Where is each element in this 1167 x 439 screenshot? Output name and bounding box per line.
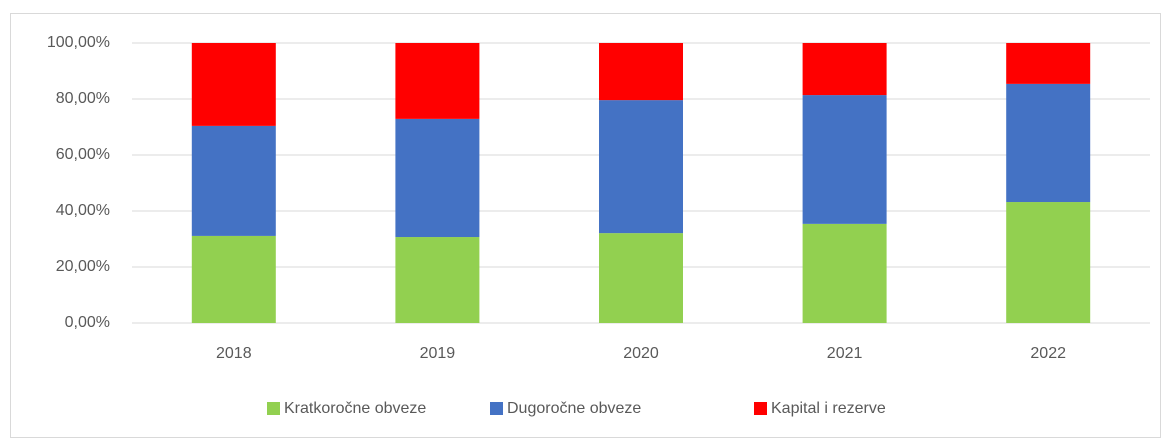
legend-swatch <box>490 402 503 415</box>
bar-segment <box>1006 83 1091 203</box>
bar-segment <box>1006 43 1091 84</box>
x-tick-label: 2022 <box>1030 345 1066 362</box>
bar-segment <box>1006 202 1091 323</box>
x-tick-label: 2018 <box>216 345 252 362</box>
legend-label: Dugoročne obveze <box>507 400 641 417</box>
bar-segment <box>191 43 276 126</box>
x-tick-label: 2019 <box>420 345 456 362</box>
bar-segment <box>395 118 480 238</box>
bar-segment <box>802 43 887 96</box>
bar-segment <box>395 237 480 323</box>
bar-segment <box>191 235 276 323</box>
legend-swatch <box>267 402 280 415</box>
x-tick-label: 2020 <box>623 345 659 362</box>
y-tick-label: 80,00% <box>56 90 110 107</box>
chart-border <box>10 13 1161 438</box>
legend-label: Kapital i rezerve <box>771 400 886 417</box>
bar-segment <box>599 100 683 234</box>
y-tick-label: 40,00% <box>56 202 110 219</box>
bar-segment <box>802 95 887 224</box>
y-tick-label: 100,00% <box>47 34 110 51</box>
y-tick-label: 60,00% <box>56 146 110 163</box>
bar-segment <box>191 125 276 236</box>
y-tick-label: 20,00% <box>56 258 110 275</box>
legend-label: Kratkoročne obveze <box>284 400 426 417</box>
y-tick-label: 0,00% <box>65 314 110 331</box>
x-tick-label: 2021 <box>827 345 863 362</box>
bar-segment <box>599 233 683 323</box>
bar-segment <box>802 223 887 323</box>
legend-swatch <box>754 402 767 415</box>
bar-segment <box>599 43 683 101</box>
bar-segment <box>395 43 480 119</box>
